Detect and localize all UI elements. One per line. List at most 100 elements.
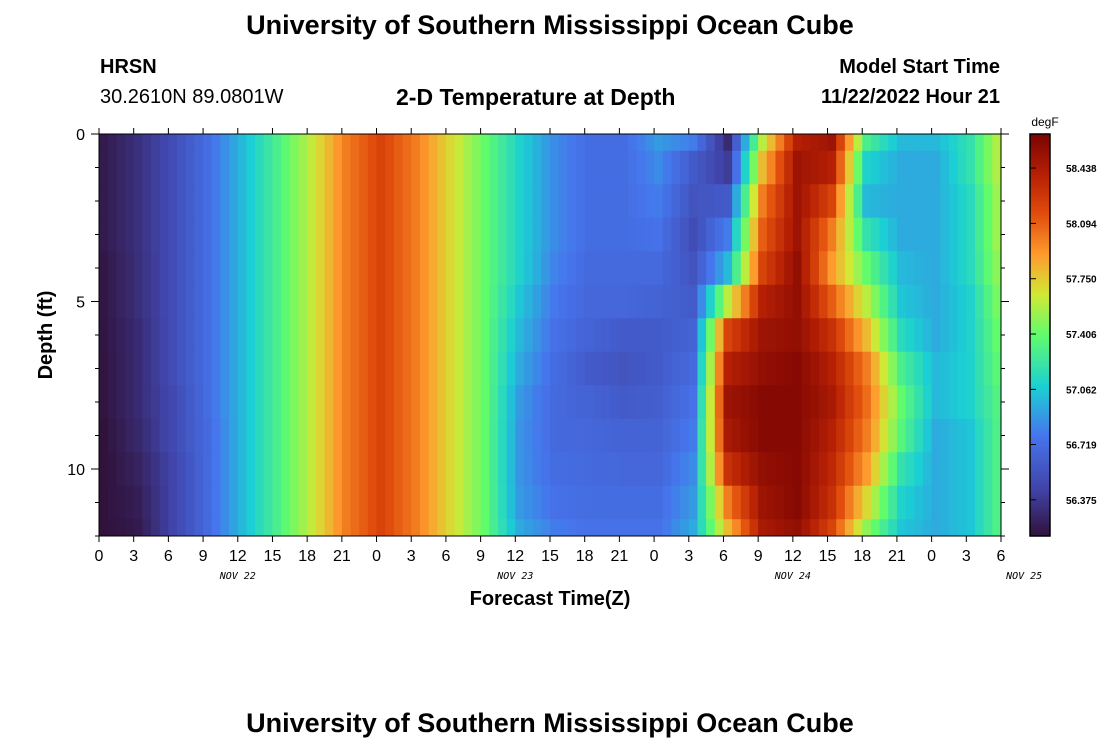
heatmap-cell	[680, 418, 690, 453]
heatmap-cell	[706, 318, 716, 353]
heatmap-cell	[324, 150, 334, 185]
heatmap-cell	[246, 385, 256, 420]
heatmap-cell	[289, 519, 300, 536]
heatmap-cell	[593, 251, 603, 286]
heatmap-cell	[983, 134, 993, 152]
heatmap-cell	[636, 418, 647, 453]
heatmap-cell	[827, 217, 837, 252]
heatmap-cell	[792, 385, 803, 420]
heatmap-cell	[688, 284, 699, 319]
heatmap-cell	[419, 351, 430, 386]
heatmap-cell	[896, 284, 907, 319]
heatmap-cell	[550, 284, 560, 319]
heatmap-cell	[714, 150, 725, 185]
heatmap-cell	[220, 284, 230, 319]
heatmap-cell	[602, 351, 612, 386]
heatmap-cell	[619, 184, 629, 219]
heatmap-cell	[246, 134, 256, 152]
heatmap-cell	[922, 385, 933, 420]
heatmap-cell	[133, 217, 143, 252]
heatmap-cell	[125, 351, 135, 386]
heatmap-cell	[324, 385, 334, 420]
heatmap-cell	[272, 351, 282, 386]
heatmap-cell	[827, 150, 837, 185]
heatmap-cell	[576, 418, 586, 453]
heatmap-cell	[888, 519, 898, 536]
heatmap-cell	[359, 519, 369, 536]
heatmap-cell	[393, 485, 404, 520]
heatmap-cell	[480, 418, 490, 453]
heatmap-cell	[550, 519, 560, 536]
heatmap-cell	[914, 284, 924, 319]
heatmap-cell	[983, 150, 993, 185]
heatmap-cell	[706, 385, 716, 420]
heatmap-cell	[602, 519, 612, 536]
heatmap-cell	[706, 519, 716, 536]
heatmap-cell	[957, 418, 967, 453]
heatmap-cell	[341, 318, 352, 353]
heatmap-cell	[376, 485, 386, 520]
x-tick-label: 3	[684, 548, 693, 565]
y-tick-label: 0	[76, 127, 85, 144]
heatmap-cell	[879, 134, 889, 152]
heatmap-cell	[506, 318, 516, 353]
heatmap-cell	[116, 150, 126, 185]
heatmap-cell	[801, 217, 811, 252]
heatmap-cell	[732, 418, 742, 453]
heatmap-cell	[610, 351, 620, 386]
heatmap-cell	[671, 351, 681, 386]
heatmap-cell	[749, 134, 759, 152]
heatmap-cell	[211, 452, 222, 487]
heatmap-cell	[367, 485, 378, 520]
heatmap-cell	[298, 351, 308, 386]
colorbar-tick-label: 57.406	[1066, 330, 1097, 341]
heatmap-cell	[662, 418, 673, 453]
heatmap-cell	[263, 351, 274, 386]
heatmap-cell	[645, 251, 655, 286]
heatmap-cell	[680, 251, 690, 286]
heatmap-cell	[315, 284, 326, 319]
heatmap-cell	[367, 251, 378, 286]
heatmap-cell	[324, 452, 334, 487]
heatmap-cell	[445, 418, 456, 453]
heatmap-cell	[844, 284, 855, 319]
heatmap-cell	[99, 184, 109, 219]
heatmap-cell	[298, 318, 308, 353]
heatmap-cell	[974, 251, 985, 286]
heatmap-cell	[532, 452, 542, 487]
heatmap-cell	[862, 485, 872, 520]
heatmap-cell	[307, 418, 317, 453]
heatmap-cell	[992, 385, 1001, 420]
heatmap-cell	[922, 150, 933, 185]
heatmap-cell	[619, 519, 629, 536]
heatmap-cell	[645, 184, 655, 219]
heatmap-cell	[766, 251, 777, 286]
heatmap-cell	[896, 418, 907, 453]
heatmap-cell	[515, 452, 525, 487]
heatmap-cell	[732, 318, 742, 353]
heatmap-cell	[142, 519, 152, 536]
heatmap-cell	[914, 150, 924, 185]
heatmap-cell	[376, 184, 386, 219]
heatmap-cell	[489, 251, 499, 286]
heatmap-cell	[367, 452, 378, 487]
heatmap-cell	[298, 134, 308, 152]
heatmap-cell	[593, 351, 603, 386]
x-tick-label: 9	[199, 548, 208, 565]
heatmap-cell	[437, 150, 447, 185]
heatmap-cell	[983, 385, 993, 420]
heatmap-cell	[723, 184, 733, 219]
heatmap-cell	[142, 385, 152, 420]
heatmap-cell	[671, 519, 681, 536]
heatmap-cell	[688, 318, 699, 353]
heatmap-cell	[133, 485, 143, 520]
heatmap-cell	[827, 184, 837, 219]
heatmap-cell	[784, 485, 794, 520]
heatmap-cell	[567, 318, 577, 353]
heatmap-cell	[766, 485, 777, 520]
colorbar	[1029, 133, 1051, 537]
heatmap-cell	[775, 134, 785, 152]
heatmap-cell	[983, 452, 993, 487]
chart-title: 2-D Temperature at Depth	[396, 84, 676, 110]
heatmap-cell	[220, 519, 230, 536]
